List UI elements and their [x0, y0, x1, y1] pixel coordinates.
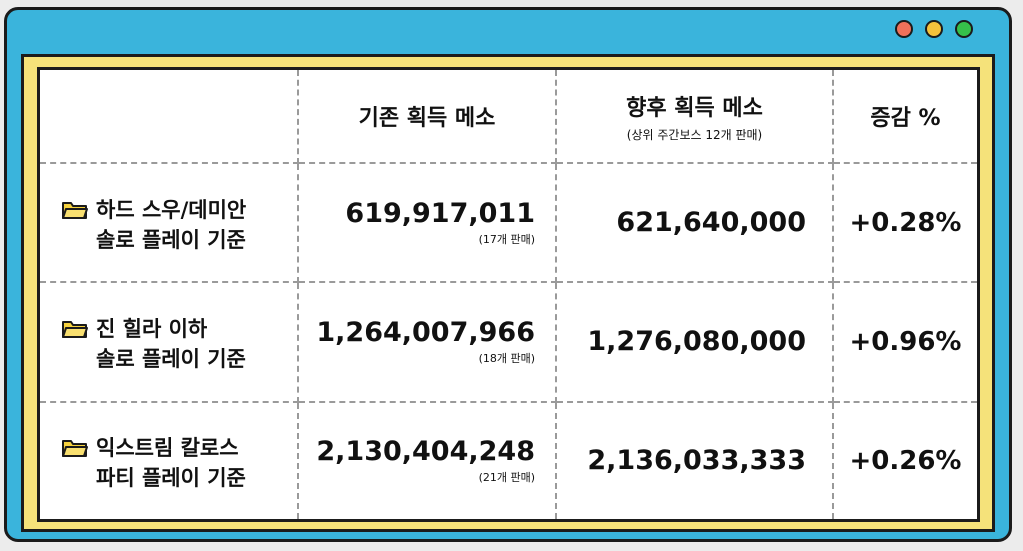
header-after-note: (상위 주간보스 12개 판매): [626, 127, 763, 142]
row-label-cell: 하드 스우/데미안 솔로 플레이 기준: [40, 163, 299, 284]
change-value: +0.26%: [849, 445, 962, 476]
header-before-label: 기존 획득 메소: [358, 106, 496, 131]
header-before: 기존 획득 메소: [298, 70, 557, 164]
folder-icon: [62, 320, 88, 338]
before-cell: 1,264,007,966 (18개 판매): [298, 282, 557, 403]
header-empty-cell: [40, 70, 299, 164]
change-cell: +0.28%: [833, 163, 977, 284]
row-label-line1: 하드 스우/데미안: [96, 197, 247, 222]
row-label-cell: 진 힐라 이하 솔로 플레이 기준: [40, 282, 299, 403]
after-cell: 2,136,033,333: [556, 401, 834, 519]
window-controls: [895, 20, 973, 38]
before-cell: 2,130,404,248 (21개 판매): [298, 401, 557, 519]
header-row: 기존 획득 메소 향후 획득 메소 (상위 주간보스 12개 판매) 증감 %: [40, 70, 977, 164]
after-cell: 1,276,080,000: [556, 282, 834, 403]
after-value: 2,136,033,333: [587, 445, 806, 477]
before-cell: 619,917,011 (17개 판매): [298, 163, 557, 284]
before-note: (21개 판매): [478, 471, 535, 485]
change-cell: +0.96%: [833, 282, 977, 403]
after-value: 621,640,000: [616, 207, 806, 239]
close-dot-icon[interactable]: [895, 20, 913, 38]
table-row: 하드 스우/데미안 솔로 플레이 기준 619,917,011 (17개 판매)…: [40, 163, 977, 284]
table-row: 진 힐라 이하 솔로 플레이 기준 1,264,007,966 (18개 판매)…: [40, 282, 977, 403]
meso-comparison-table: 기존 획득 메소 향후 획득 메소 (상위 주간보스 12개 판매) 증감 %: [40, 70, 977, 519]
table-row: 익스트림 칼로스 파티 플레이 기준 2,130,404,248 (21개 판매…: [40, 401, 977, 519]
before-note: (17개 판매): [478, 233, 535, 247]
row-label-line1: 익스트림 칼로스: [96, 435, 239, 460]
maximize-dot-icon[interactable]: [955, 20, 973, 38]
header-after: 향후 획득 메소 (상위 주간보스 12개 판매): [556, 70, 834, 164]
after-cell: 621,640,000: [556, 163, 834, 284]
before-value: 619,917,011: [345, 198, 535, 230]
after-value: 1,276,080,000: [587, 326, 806, 358]
table-panel: 기존 획득 메소 향후 획득 메소 (상위 주간보스 12개 판매) 증감 %: [37, 67, 980, 522]
content-frame: 기존 획득 메소 향후 획득 메소 (상위 주간보스 12개 판매) 증감 %: [21, 54, 995, 532]
folder-icon: [62, 201, 88, 219]
before-note: (18개 판매): [478, 352, 535, 366]
change-value: +0.28%: [849, 207, 962, 238]
row-label-line2: 솔로 플레이 기준: [96, 346, 246, 371]
row-label-line2: 파티 플레이 기준: [96, 465, 246, 490]
row-label-cell: 익스트림 칼로스 파티 플레이 기준: [40, 401, 299, 519]
before-value: 1,264,007,966: [316, 317, 535, 349]
folder-icon: [62, 439, 88, 457]
minimize-dot-icon[interactable]: [925, 20, 943, 38]
row-label-line2: 솔로 플레이 기준: [96, 227, 246, 252]
before-value: 2,130,404,248: [316, 436, 535, 468]
app-window: 기존 획득 메소 향후 획득 메소 (상위 주간보스 12개 판매) 증감 %: [4, 7, 1012, 542]
change-cell: +0.26%: [833, 402, 977, 519]
header-after-label: 향후 획득 메소: [626, 95, 763, 121]
change-value: +0.96%: [849, 326, 962, 357]
header-change: 증감 %: [833, 70, 977, 164]
header-change-label: 증감 %: [870, 106, 941, 131]
row-label-line1: 진 힐라 이하: [96, 316, 208, 341]
